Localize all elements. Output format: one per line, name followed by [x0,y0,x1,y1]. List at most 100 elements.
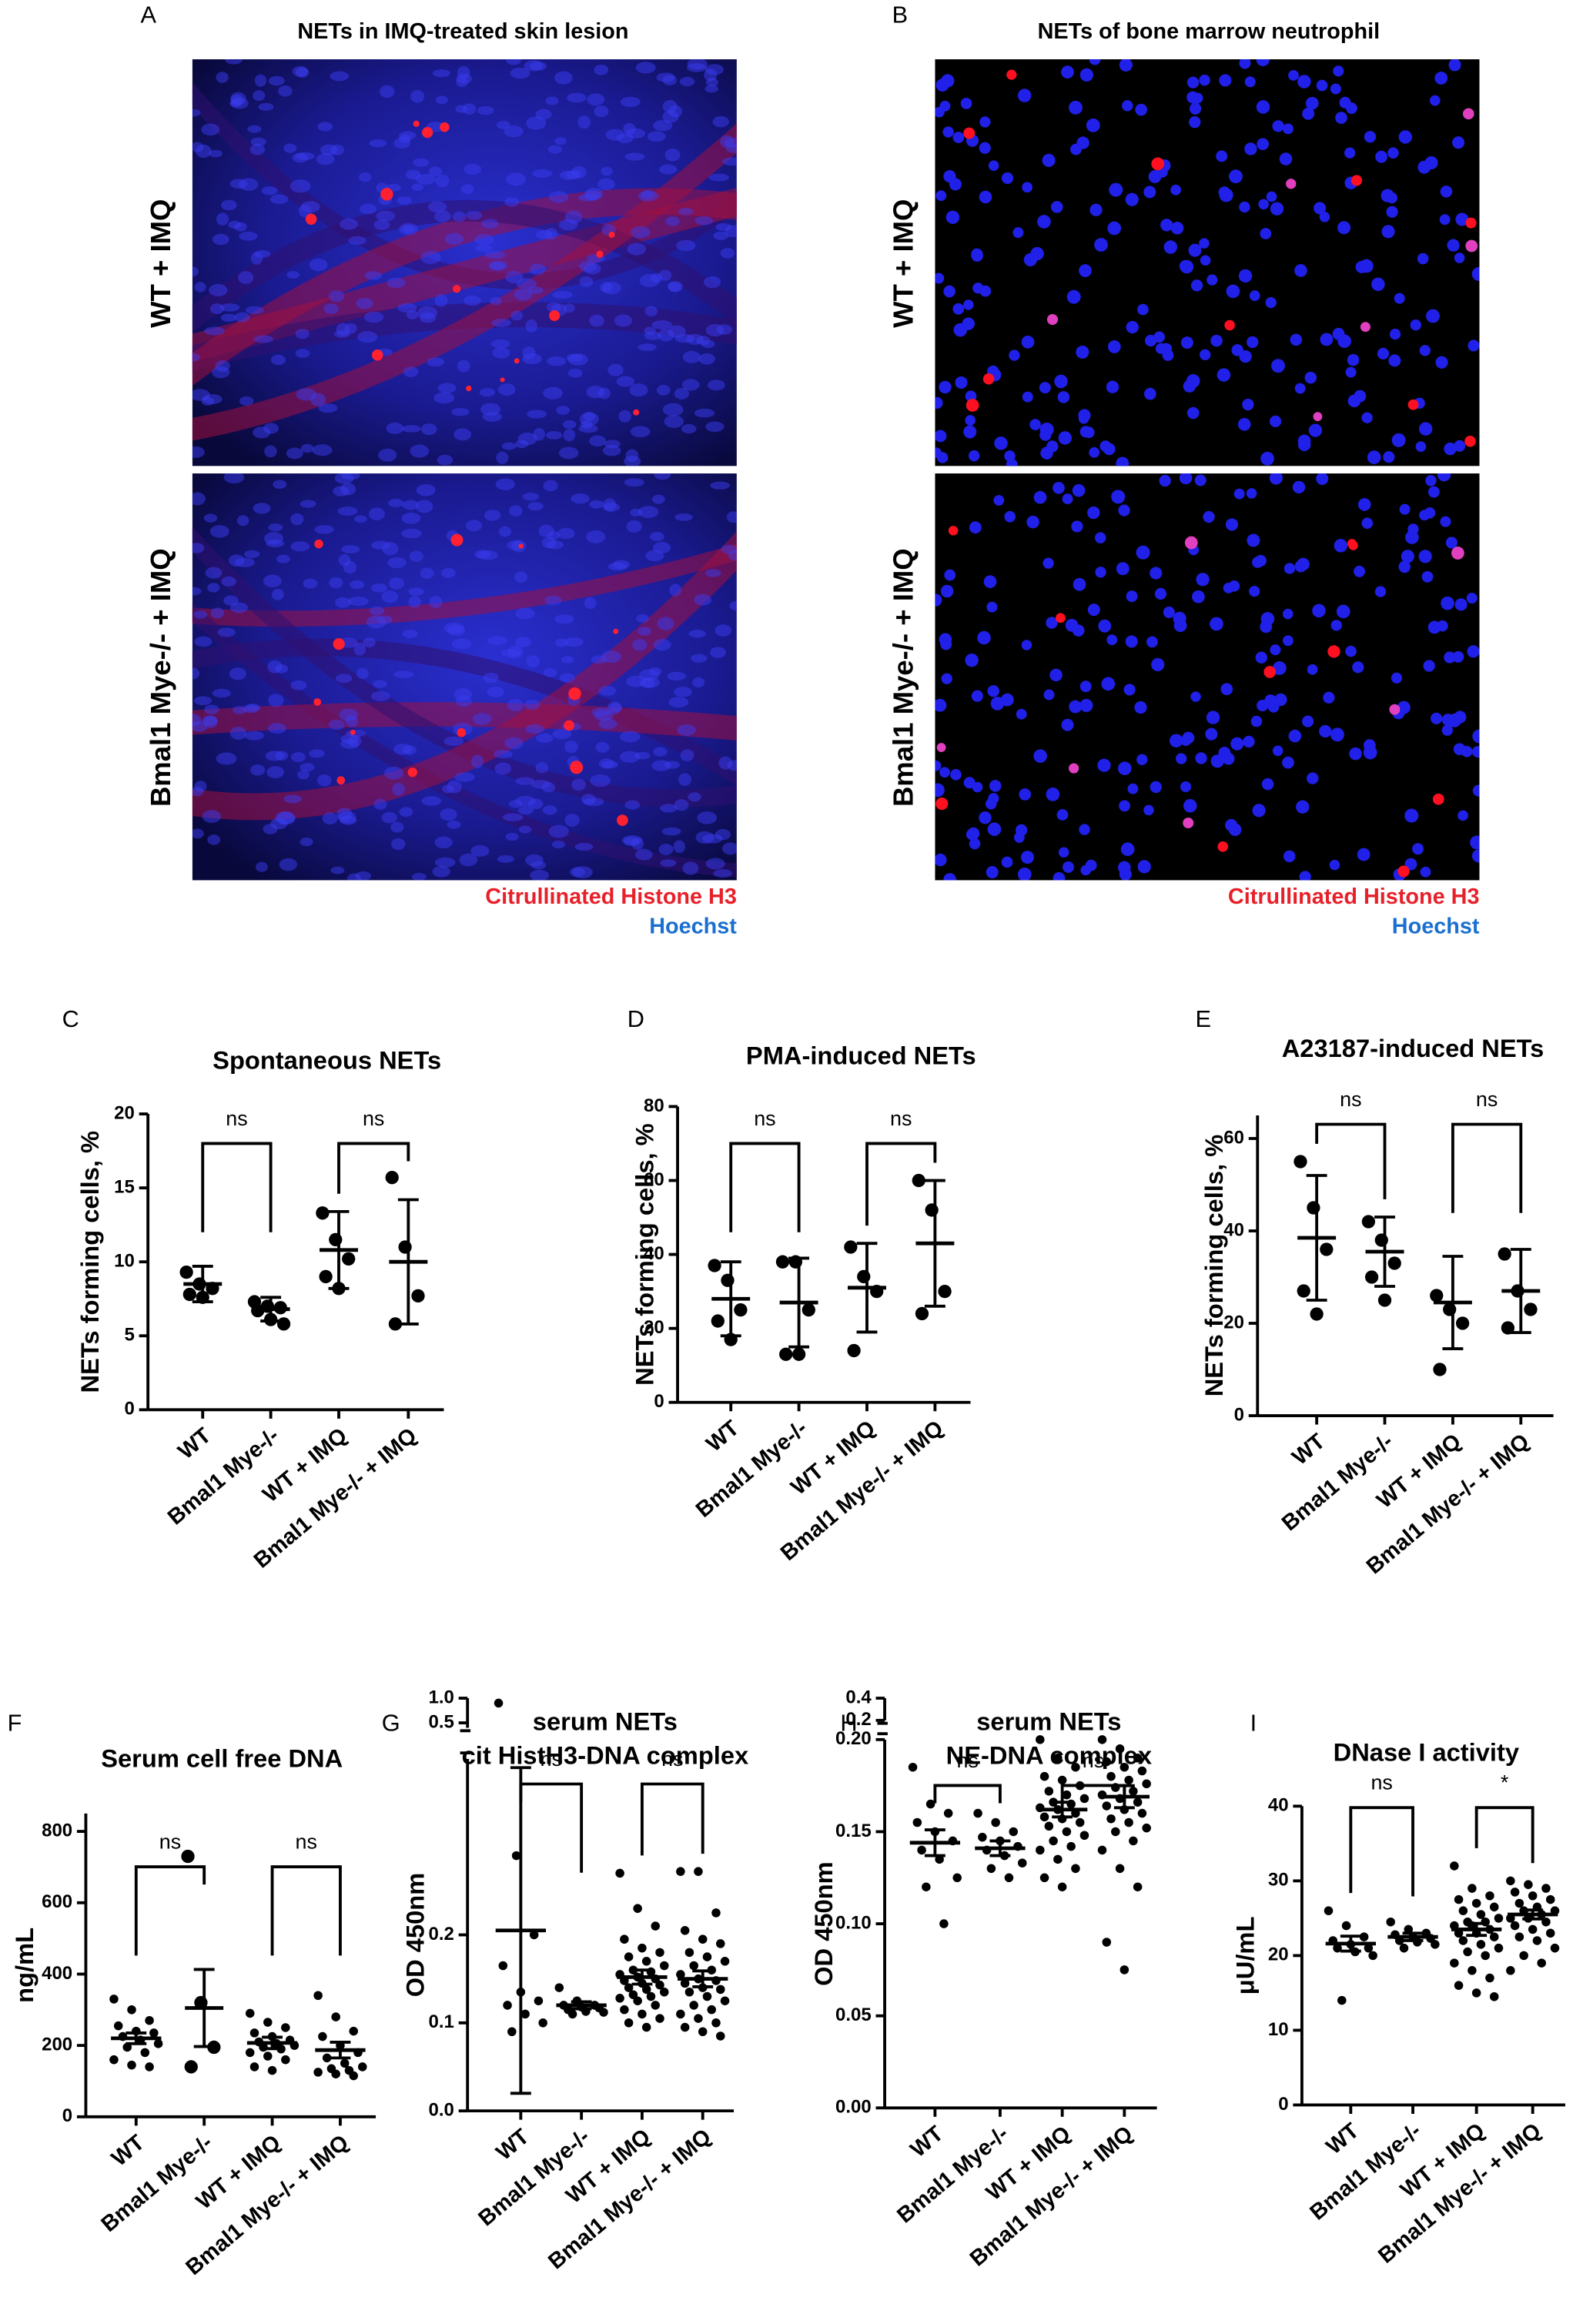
nucleus [250,764,266,776]
nucleus [515,795,536,807]
nucleus [695,831,715,844]
h3-signal [1183,818,1194,829]
h3-signal [1348,540,1358,550]
nucleus [290,513,304,526]
nucleus [589,435,607,447]
data-point [1310,1307,1324,1321]
nucleus [1319,724,1332,738]
y-tick-label: 0.10 [835,1912,872,1933]
nucleus [1249,586,1260,597]
data-point [624,1983,634,1992]
nucleus [1106,634,1118,646]
nucleus [522,346,536,359]
nucleus [210,607,224,619]
nucleus [594,105,609,118]
nucleus [411,183,423,192]
nucleus [1049,668,1063,682]
nucleus [1189,102,1202,115]
nucleus [1065,618,1079,632]
data-point [1119,1965,1130,1975]
nucleus [1097,758,1111,772]
y-tick-label: 40 [644,1243,664,1264]
nucleus [1095,532,1106,543]
data-point [263,2051,273,2061]
data-point [1102,1801,1112,1811]
y-tick-label: 0.2 [429,1924,454,1944]
nucleus [1039,429,1052,441]
nucleus [1336,604,1350,619]
nucleus [542,805,557,815]
nucleus [935,273,945,284]
nucleus [283,143,297,153]
data-point [1039,1812,1049,1822]
panel-title: NETs in IMQ-treated skin lesion [297,19,628,44]
nucleus [364,271,383,280]
nucleus [370,691,390,701]
nucleus [267,660,283,674]
data-point [1324,1906,1334,1915]
nucleus [638,190,659,202]
nucleus [688,630,706,638]
nucleus [192,828,204,839]
nucleus [579,276,594,287]
data-point [1541,1917,1551,1927]
nucleus [317,774,332,787]
error-bar [126,2031,147,2045]
data-point [1494,1914,1504,1923]
nucleus [340,739,360,749]
nucleus [507,698,524,711]
nucleus [1427,620,1441,634]
data-point [127,2060,136,2070]
nucleus [636,614,649,624]
chart-subtitle: cit HistH3-DNA complex [462,1741,749,1770]
nucleus [447,781,462,794]
data-point [1545,1928,1555,1938]
nucleus [676,239,696,252]
nucleus [1427,486,1440,498]
data-point [1510,1888,1520,1897]
nucleus [705,421,725,433]
nucleus [228,554,245,567]
nucleus [530,61,547,71]
data-point [1297,1284,1310,1298]
nucleus [263,574,282,588]
nucleus [987,684,1000,697]
nucleus [1260,451,1274,466]
nucleus [532,169,553,178]
data-point [1489,1991,1499,2001]
nucleus [1066,289,1081,304]
data-point [624,1952,634,1961]
nucleus [515,637,531,647]
data-point [1455,1316,1470,1330]
nucleus [1425,475,1437,487]
h3-signal [350,729,356,735]
y-tick-label: 0.00 [835,2097,872,2118]
nucleus [368,507,385,521]
nucleus [286,447,303,460]
nucleus [561,655,574,664]
data-point [1506,1966,1515,1975]
nucleus [607,562,627,571]
nucleus [564,210,583,224]
x-tick-label: WT [492,2124,534,2165]
data-point [1545,1894,1555,1904]
nucleus [1180,336,1193,349]
data-point [986,1864,996,1874]
data-point [716,1985,725,1995]
data-point [943,1808,953,1818]
nucleus [940,584,954,598]
panel-label: E [1196,1005,1212,1032]
nucleus [530,861,547,870]
h3-signal [1462,108,1474,120]
row-label: WT + IMQ [888,199,919,328]
data-point [529,1930,539,1940]
nucleus [674,687,692,697]
nucleus [1312,604,1326,618]
nucleus [1337,334,1352,349]
nucleus [1383,451,1395,463]
nucleus [205,567,223,579]
nucleus [1307,772,1319,784]
data-point [149,2028,159,2038]
data-point [1294,1155,1307,1169]
nucleus [1258,199,1269,210]
